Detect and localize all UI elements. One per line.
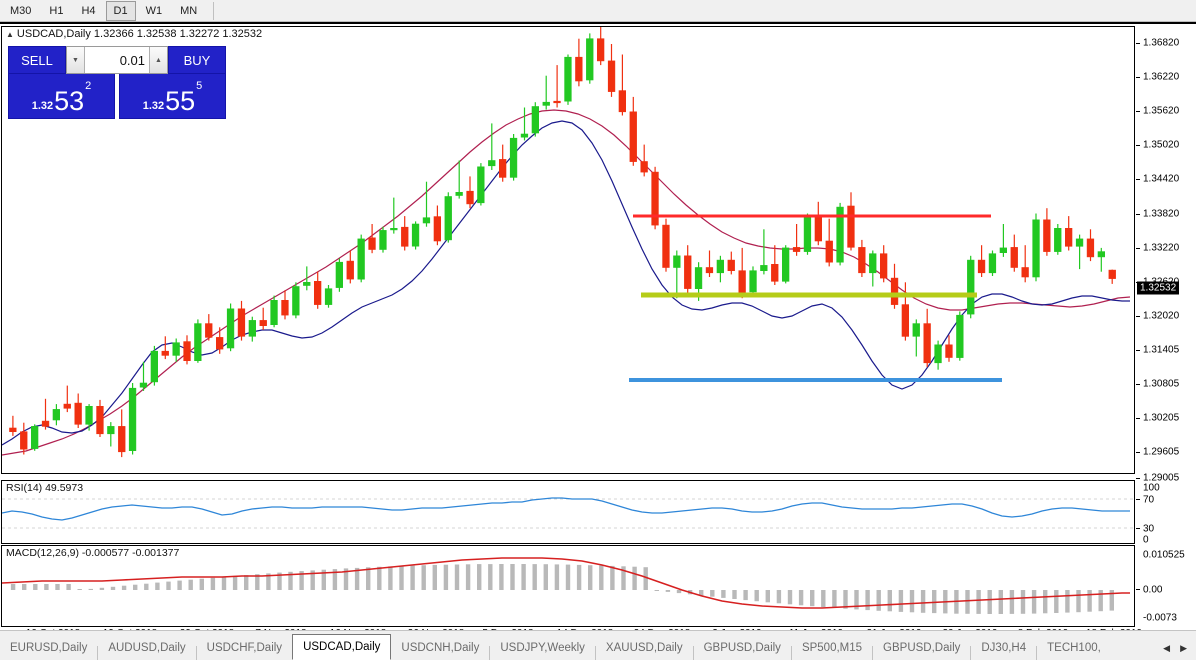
chevron-left-icon[interactable]: ◀ <box>1163 642 1171 653</box>
price-pane: ▲ USDCAD,Daily 1.32366 1.32538 1.32272 1.… <box>0 24 1196 484</box>
tab-divider <box>1036 646 1038 660</box>
oct-price-row: 1.32 53 2 1.32 55 5 <box>8 74 226 119</box>
tab-tech100[interactable]: TECH100, <box>1047 642 1101 654</box>
volume-stepper[interactable]: ▼ 0.01 ▲ <box>66 46 168 74</box>
tab-audusd-daily[interactable]: AUDUSD,Daily <box>108 642 186 654</box>
timeframe-mn[interactable]: MN <box>180 4 198 17</box>
price-axis-label: 1.29005 <box>1143 472 1180 484</box>
candle-series <box>9 27 1116 458</box>
price-axis-label: 1.36220 <box>1143 71 1180 83</box>
volume-down-icon[interactable]: ▼ <box>67 47 85 73</box>
volume-up-icon[interactable]: ▲ <box>149 47 167 73</box>
timeframe-toolbar: M30 H1 H4 D1 W1 MN <box>0 0 1196 22</box>
current-price-label: 1.32532 <box>1137 281 1180 295</box>
rsi-axis-label: 70 <box>1143 494 1155 506</box>
symbol-ohlc-text: USDCAD,Daily 1.32366 1.32538 1.32272 1.3… <box>16 28 263 40</box>
tab-divider <box>594 646 596 660</box>
macd-histogram <box>10 564 1114 614</box>
buy-price-block[interactable]: 1.32 55 5 <box>119 74 226 119</box>
rsi-axis: 100 70 30 0 <box>1136 480 1196 546</box>
tab-scroll-controls: ◀ ▶ <box>1158 636 1196 660</box>
tab-usdcad-daily[interactable]: USDCAD,Daily <box>292 634 392 660</box>
chart-symbol-ohlc: ▲ USDCAD,Daily 1.32366 1.32538 1.32272 1.… <box>6 28 262 40</box>
sell-button[interactable]: SELL <box>8 46 66 74</box>
price-axis-label: 1.35620 <box>1143 105 1180 117</box>
ma-fast-line <box>2 120 1130 446</box>
tab-divider <box>692 646 694 660</box>
sell-price-block[interactable]: 1.32 53 2 <box>8 74 115 119</box>
rsi-pane-border[interactable] <box>1 480 1135 544</box>
oct-top-row: SELL ▼ 0.01 ▲ BUY <box>8 46 226 74</box>
chart-tabbar: EURUSD,Daily AUDUSD,Daily USDCHF,Daily U… <box>0 630 1196 660</box>
tab-divider <box>872 646 874 660</box>
timeframe-d1[interactable]: D1 <box>105 0 136 21</box>
price-axis-label: 1.33220 <box>1143 242 1180 254</box>
candlestick-plot[interactable] <box>2 27 1134 473</box>
toolbar-divider <box>213 1 215 20</box>
price-axis-label: 1.31405 <box>1143 344 1180 356</box>
buy-button[interactable]: BUY <box>168 46 226 74</box>
rsi-line <box>2 497 1130 521</box>
price-axis-label: 1.35020 <box>1143 139 1180 151</box>
tab-usdjpy-weekly[interactable]: USDJPY,Weekly <box>500 642 585 654</box>
tab-gbpusd-daily[interactable]: GBPUSD,Daily <box>703 642 781 654</box>
rsi-pane: RSI(14) 49.5973 100 70 30 0 <box>0 480 1196 546</box>
rsi-axis-label: 0 <box>1143 534 1149 546</box>
price-axis-label: 1.33820 <box>1143 208 1180 220</box>
rsi-plot[interactable] <box>2 481 1134 543</box>
rsi-title: RSI(14) 49.5973 <box>6 482 84 494</box>
one-click-trading-panel: SELL ▼ 0.01 ▲ BUY 1.32 53 2 1.32 <box>8 46 226 119</box>
macd-pane-border[interactable] <box>1 545 1135 627</box>
tab-usdcnh-daily[interactable]: USDCNH,Daily <box>401 642 480 654</box>
volume-input[interactable]: 0.01 <box>85 47 149 73</box>
buy-price-prefix: 1.32 <box>142 100 165 112</box>
macd-signal-line <box>2 557 1130 609</box>
price-axis-label: 1.30205 <box>1143 412 1180 424</box>
price-axis-label: 1.30805 <box>1143 378 1180 390</box>
timeframe-m30[interactable]: M30 <box>10 4 32 17</box>
rsi-axis-label: 100 <box>1143 482 1160 494</box>
macd-pane: MACD(12,26,9) -0.000577 -0.001377 0.0105… <box>0 545 1196 627</box>
buy-price-main: 55 <box>165 86 196 116</box>
tab-divider <box>790 646 792 660</box>
buy-price-fraction: 5 <box>196 80 203 92</box>
price-axis[interactable]: 1.36820 1.36220 1.35620 1.35020 1.34420 … <box>1136 26 1196 484</box>
price-axis-label: 1.34420 <box>1143 173 1180 185</box>
tab-divider <box>970 646 972 660</box>
rsi-axis-label: 30 <box>1143 523 1155 535</box>
tab-sp500-m15[interactable]: SP500,M15 <box>801 642 863 654</box>
macd-axis: 0.010525 0.00 -0.0073 <box>1136 545 1196 627</box>
sell-price-fraction: 2 <box>85 80 92 92</box>
tab-divider <box>195 646 197 660</box>
tab-divider <box>489 646 491 660</box>
macd-axis-label: 0.010525 <box>1143 549 1185 561</box>
sell-price-main: 53 <box>54 86 85 116</box>
tab-xauusd-daily[interactable]: XAUUSD,Daily <box>605 642 683 654</box>
macd-plot[interactable] <box>2 546 1134 626</box>
timeframe-w1[interactable]: W1 <box>145 4 163 17</box>
tab-divider <box>97 646 99 660</box>
collapse-arrow-icon[interactable]: ▲ <box>6 30 14 39</box>
macd-title: MACD(12,26,9) -0.000577 -0.001377 <box>6 547 180 559</box>
chart-area: ▲ USDCAD,Daily 1.32366 1.32538 1.32272 1.… <box>0 22 1196 639</box>
sell-price-prefix: 1.32 <box>31 100 54 112</box>
timeframe-h1[interactable]: H1 <box>49 4 64 17</box>
macd-axis-label: 0.00 <box>1143 584 1163 596</box>
tab-eurusd-daily[interactable]: EURUSD,Daily <box>10 642 88 654</box>
tab-dj30-h4[interactable]: DJ30,H4 <box>981 642 1027 654</box>
tab-usdchf-daily[interactable]: USDCHF,Daily <box>206 642 283 654</box>
ma-slow-line <box>2 109 1131 456</box>
tab-gbpusd-daily-2[interactable]: GBPUSD,Daily <box>883 642 961 654</box>
price-axis-label: 1.29605 <box>1143 446 1180 458</box>
macd-axis-label: -0.0073 <box>1143 612 1177 624</box>
price-axis-label: 1.32020 <box>1143 310 1180 322</box>
timeframe-h4[interactable]: H4 <box>81 4 96 17</box>
chevron-right-icon[interactable]: ▶ <box>1180 642 1187 653</box>
price-axis-label: 1.36820 <box>1143 37 1180 49</box>
